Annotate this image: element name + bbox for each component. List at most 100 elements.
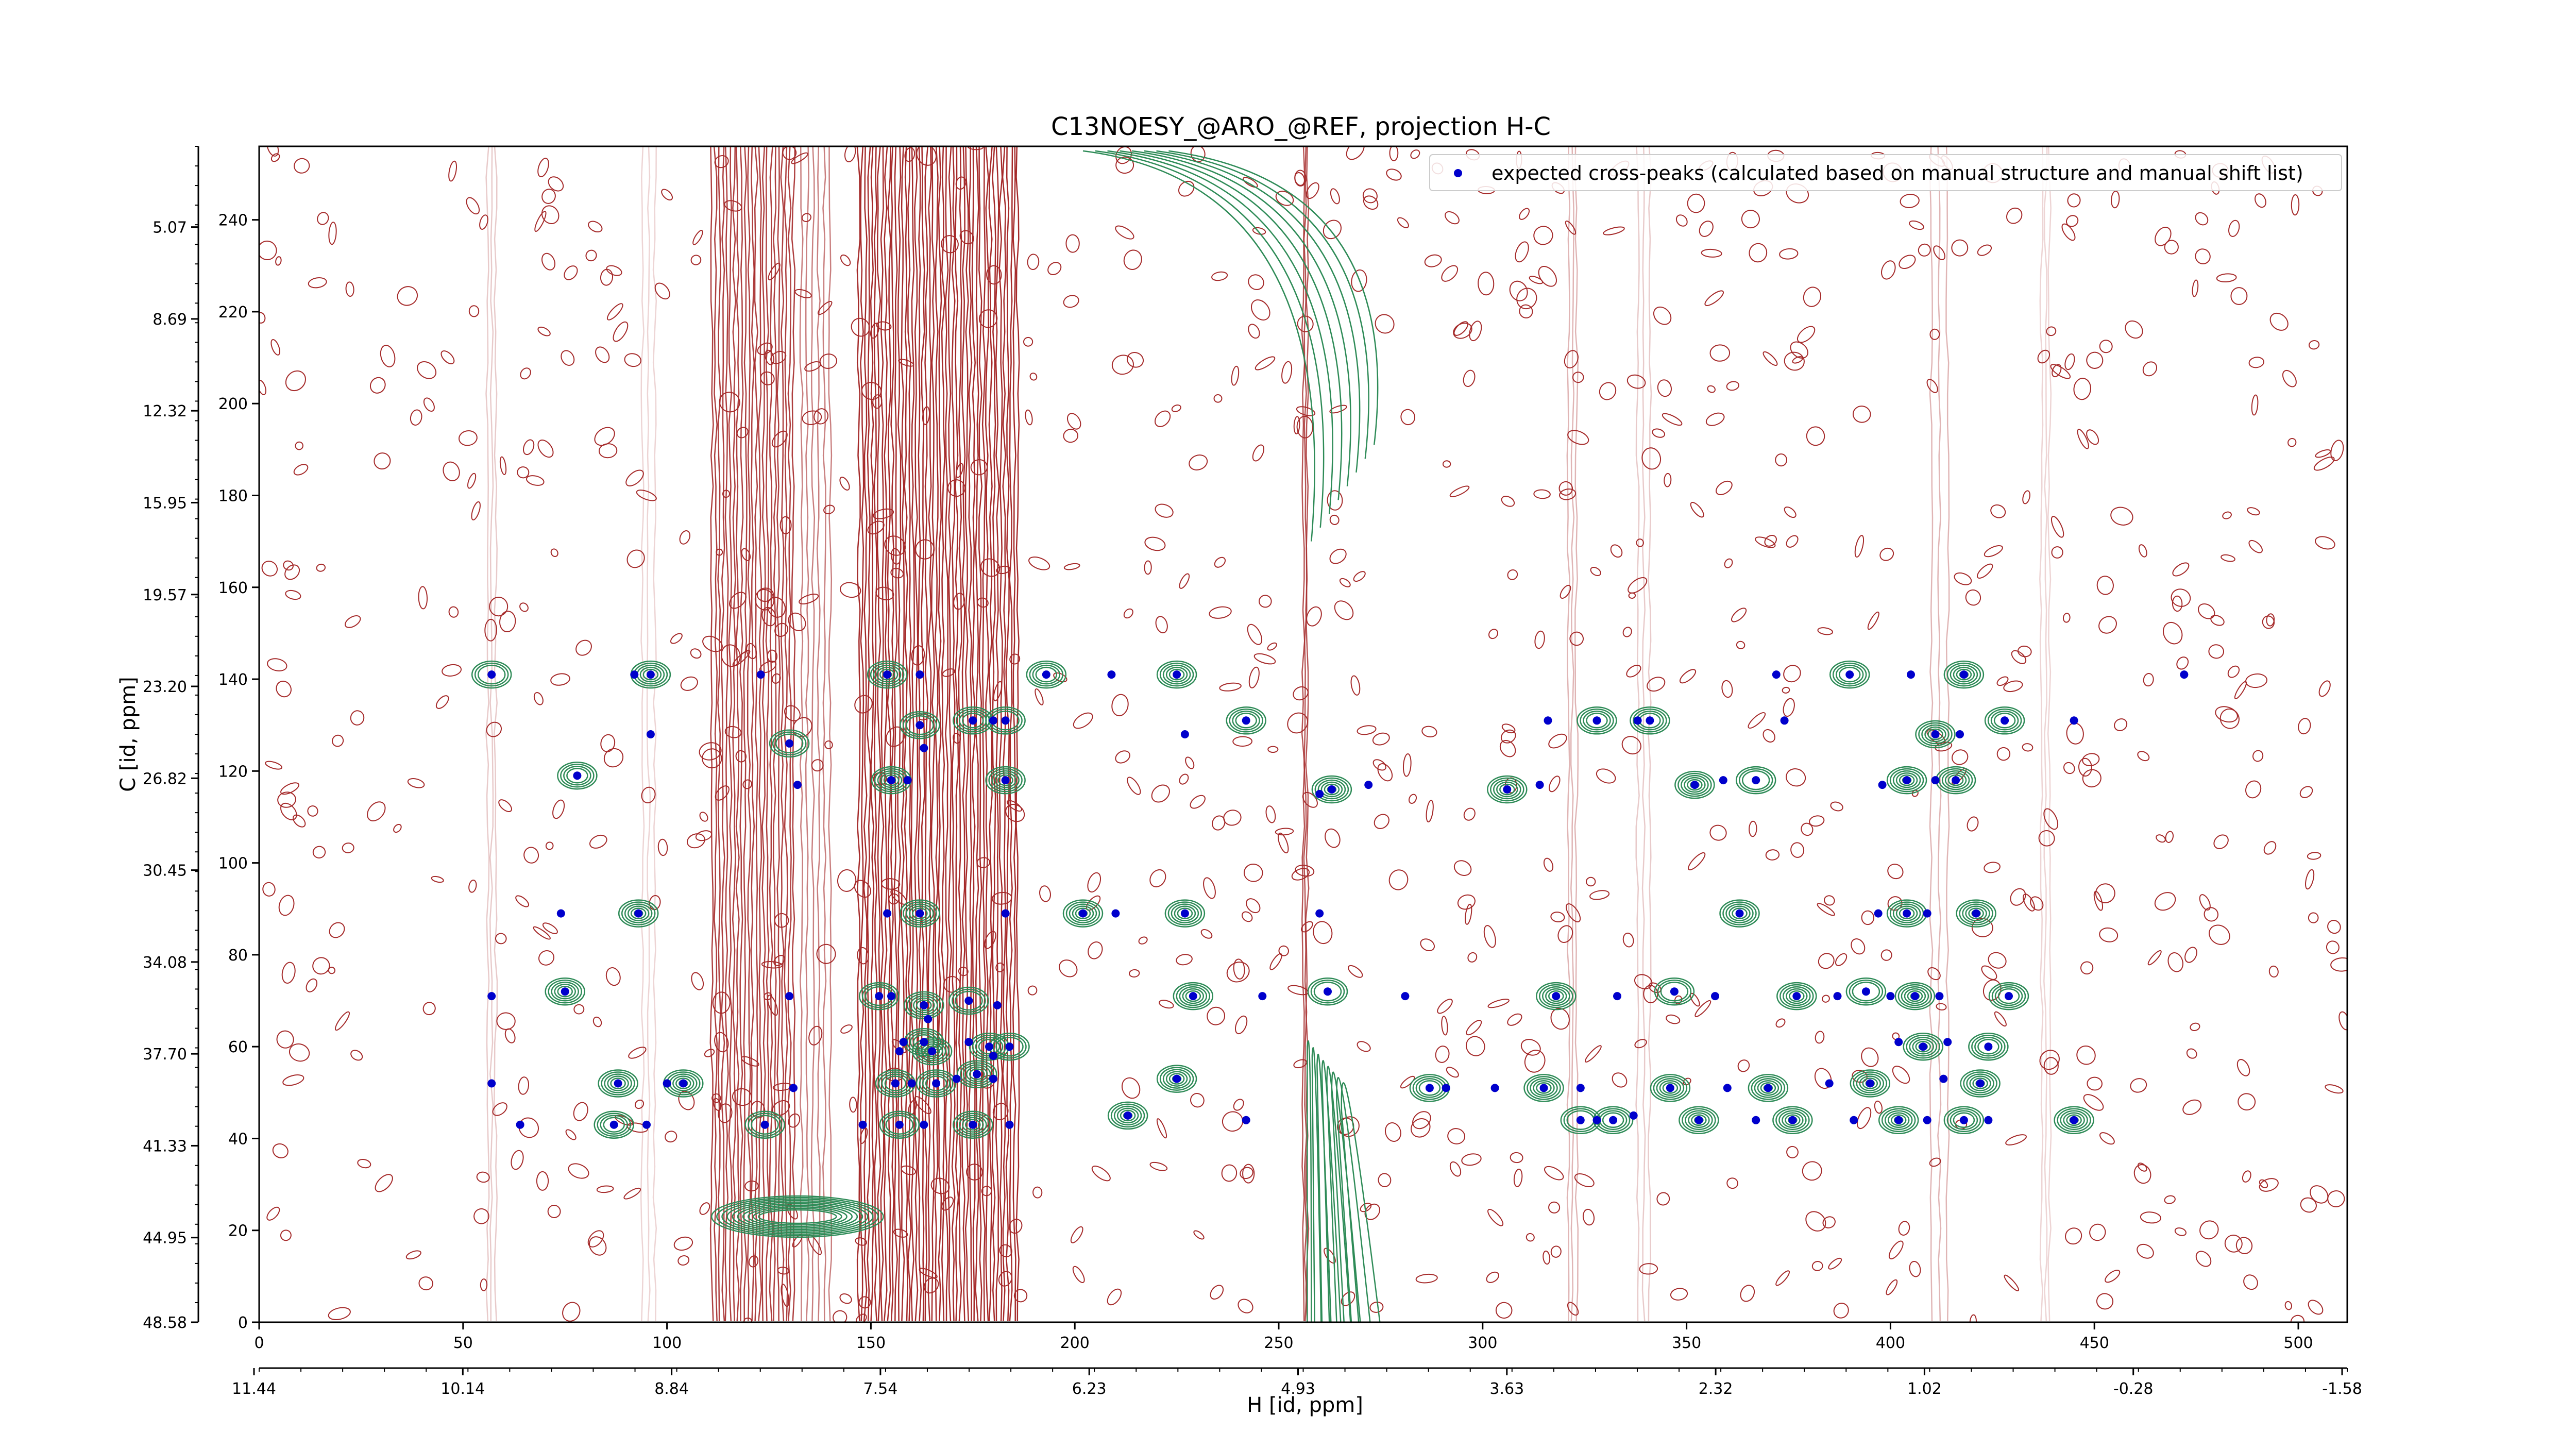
noise-contour [2011,650,2027,664]
solvent-contour [721,1198,874,1235]
x-ppm-tick-label: -0.28 [2113,1380,2154,1398]
noise-contour [1339,578,1351,587]
peak-contour [1602,1112,1624,1128]
noise-contour [1039,885,1051,902]
peak-contour [1735,766,1776,795]
peak-contour [1418,1080,1441,1096]
noise-contour [1127,777,1141,795]
cross-peak-markers [487,670,2189,1129]
noise-contour [536,1171,549,1191]
cross-peak-point [2070,716,2078,725]
noise-contour [1967,816,1979,832]
noise-contour [1748,712,1766,729]
noise-contour [552,799,565,819]
cross-peak-point [895,1047,904,1056]
noise-contour [2268,965,2279,978]
y-ppm-tick-label: 23.20 [143,678,187,696]
noise-contour [1073,712,1093,729]
peak-contour [642,668,659,681]
noise-contour [2315,536,2335,550]
noise-contour [1465,903,1472,925]
streak-contour [780,146,785,1322]
noise-contour [1375,314,1395,334]
noise-contour [1424,254,1442,267]
cross-peak-point [1576,1116,1585,1124]
noise-contour [1209,606,1232,619]
noise-contour [1501,723,1516,734]
peak-contour [962,1064,991,1084]
peak-contour [1165,666,1188,683]
noise-contour [1898,1221,1910,1236]
noise-contour [292,814,306,828]
cross-peak-point [1711,992,1719,1001]
peak-contour [965,1066,988,1082]
noise-contour [677,1255,690,1266]
noise-contour [2195,248,2211,264]
noise-contour [840,582,861,598]
noise-contour [1144,536,1166,551]
noise-contour [2087,1076,2103,1091]
noise-contour [1155,503,1174,518]
peak-contour [1687,779,1703,791]
noise-contour [1027,254,1040,270]
noise-contour [1353,571,1366,582]
cross-peak-point [916,909,924,918]
noise-contour [1559,488,1577,500]
cross-peak-point [1752,1116,1760,1124]
noise-contour [1636,538,1644,547]
noise-contour [2082,769,2102,788]
noise-contour [1065,234,1080,253]
noise-contour [1412,1111,1431,1130]
noise-contour [2305,869,2315,890]
noise-contour [641,786,656,803]
peak-contour [948,986,989,1015]
noise-contour [2197,603,2215,619]
noise-contour [1415,1273,1438,1284]
peak-contour [1107,1101,1148,1130]
noise-contour [405,1250,421,1260]
noise-contour [2099,1132,2115,1145]
noise-contour [1253,653,1276,665]
peak-contour [1738,768,1773,793]
cross-peak-point [1592,1116,1601,1124]
noise-contour [1115,225,1134,240]
noise-contour [1277,832,1289,854]
peak-contour [1167,901,1202,925]
noise-contour [541,252,556,271]
noise-contour [2172,562,2190,577]
peak-contour [1947,774,1964,786]
peak-contour [1156,660,1197,689]
peak-contour [1751,1076,1786,1100]
peak-contour [601,1071,635,1096]
cross-peak-point [2001,716,2009,725]
noise-contour [1854,535,1865,558]
noise-contour [2208,644,2224,659]
noise-contour [565,1129,577,1140]
peak-contour [1960,1069,2001,1098]
cross-peak-point [932,1079,941,1088]
peak-contour [1890,1114,1907,1126]
y-index-axis: 0 20 40 60 80 100 120 140 160 180 200 220 240 [218,212,259,1332]
peak-contour [471,660,512,689]
noise-contour [1350,675,1361,696]
peak-contour [1499,783,1515,796]
cross-peak-point [964,997,973,1005]
peak-contour [1065,901,1100,925]
noise-contour [849,1097,857,1113]
noise-contour [1585,877,1596,887]
peak-contour [1993,713,2016,729]
noise-contour [1806,426,1825,446]
peak-contour [1924,726,1946,743]
noise-contour [1881,260,1896,280]
noise-contour [265,761,283,770]
noise-contour [823,504,835,515]
noise-contour [1548,733,1567,749]
peak-contour [1909,1036,1937,1057]
peak-contour [1185,990,1201,1002]
peak-contour [1892,903,1921,923]
noise-contour [1596,768,1616,784]
cross-peak-point [1939,1074,1948,1083]
peak-contour [1950,1110,1978,1131]
noise-contour [1329,405,1347,414]
peak-contour [867,660,908,689]
